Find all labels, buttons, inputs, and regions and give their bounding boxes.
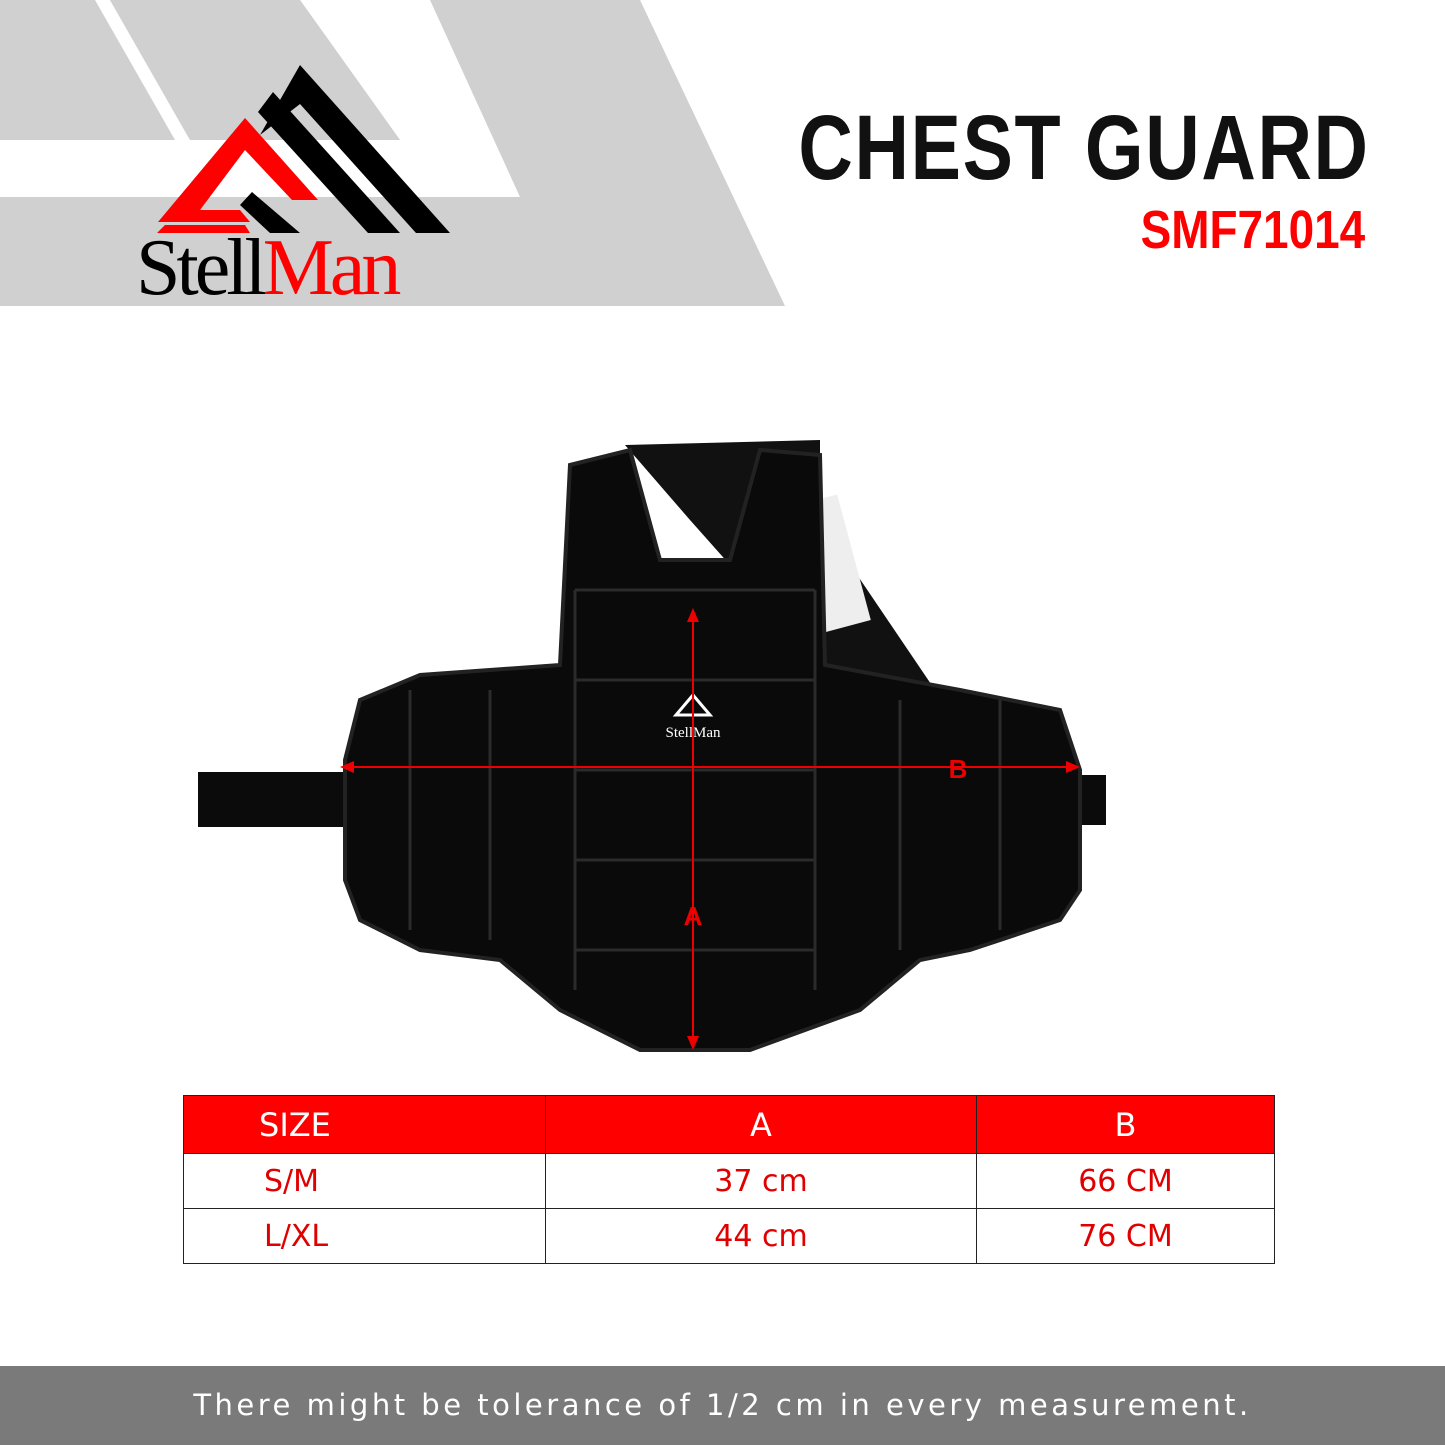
dimension-label-a: A (684, 901, 703, 931)
table-row: S/M 37 cm 66 CM (183, 1153, 1275, 1209)
cell-size: S/M (183, 1153, 546, 1209)
cell-a: 37 cm (545, 1153, 977, 1209)
dimension-label-b: B (949, 754, 968, 784)
cell-a: 44 cm (545, 1208, 977, 1264)
product-title: CHEST GUARD (798, 97, 1370, 199)
table-header-row: SIZE A B (183, 1095, 1275, 1154)
chest-guard-image: StellMan A B (198, 440, 1106, 1052)
header-size: SIZE (183, 1095, 546, 1154)
cell-b: 76 CM (976, 1208, 1275, 1264)
brand-logo-mark (157, 65, 450, 233)
cell-b: 66 CM (976, 1153, 1275, 1209)
header-a: A (545, 1095, 977, 1154)
product-code: SMF71014 (1140, 200, 1365, 260)
size-table: SIZE A B S/M 37 cm 66 CM L/XL 44 cm 76 C… (183, 1095, 1275, 1264)
brand-logo-text: StellMan (136, 224, 401, 312)
measurement-arrows (343, 612, 1078, 1048)
footer-note: There might be tolerance of 1/2 cm in ev… (0, 1366, 1445, 1445)
header-b: B (976, 1095, 1275, 1154)
table-row: L/XL 44 cm 76 CM (183, 1208, 1275, 1264)
cell-size: L/XL (183, 1208, 546, 1264)
